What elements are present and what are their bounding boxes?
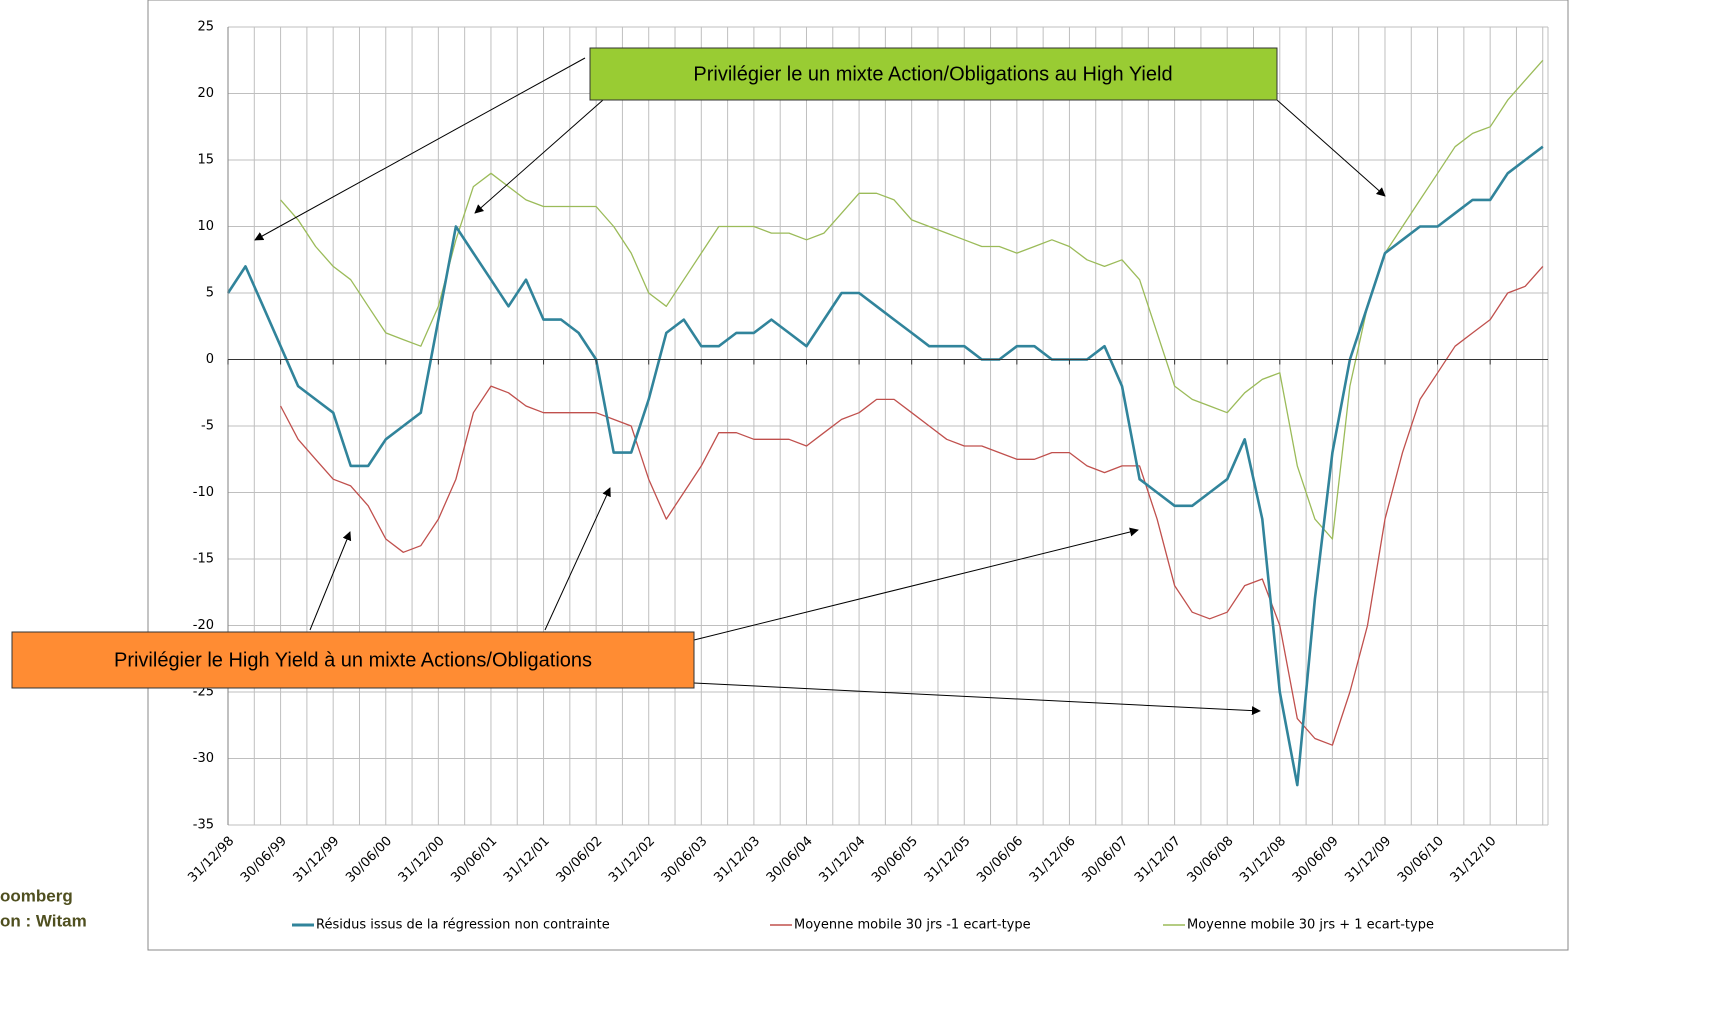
annotation: Privilégier le un mixte Action/Obligatio… xyxy=(693,63,1172,85)
legend-label: Moyenne mobile 30 jrs -1 ecart-type xyxy=(794,918,1031,933)
arrow xyxy=(254,57,586,241)
arrow xyxy=(474,99,604,214)
annotations: Privilégier le un mixte Action/Obligatio… xyxy=(11,47,1386,716)
y-tick-label: -10 xyxy=(193,485,214,500)
y-tick-label: 20 xyxy=(197,86,214,101)
arrow xyxy=(544,487,611,631)
annotation-box xyxy=(11,631,695,689)
y-tick-label: -30 xyxy=(193,751,214,766)
legend-label: Moyenne mobile 30 jrs + 1 ecart-type xyxy=(1187,918,1434,933)
arrow xyxy=(309,531,352,631)
annotation: Privilégier le High Yield à un mixte Act… xyxy=(114,649,592,671)
legend-label: Résidus issus de la régression non contr… xyxy=(316,918,610,933)
y-tick-label: -35 xyxy=(193,818,214,833)
y-tick-label: 5 xyxy=(206,286,214,301)
y-tick-label: -20 xyxy=(193,618,214,633)
arrow xyxy=(693,682,1261,716)
line-series xyxy=(280,59,1544,540)
y-tick-label: -5 xyxy=(201,419,214,434)
arrow xyxy=(1276,99,1386,197)
y-tick-label: -15 xyxy=(193,552,214,567)
plot xyxy=(226,59,1544,787)
y-tick-label: 0 xyxy=(206,352,214,367)
line-series xyxy=(226,145,1544,787)
legend: Résidus issus de la régression non contr… xyxy=(292,918,1434,933)
arrow xyxy=(693,527,1139,641)
grid xyxy=(227,26,1549,826)
line-series xyxy=(280,265,1544,746)
chart-frame xyxy=(147,0,1569,951)
y-tick-label: 15 xyxy=(197,153,214,168)
annotation-box xyxy=(589,47,1278,101)
y-tick-label: 10 xyxy=(197,219,214,234)
y-tick-label: 25 xyxy=(197,20,214,35)
source-note: oomberg xyxy=(0,886,73,905)
source-note: on : Witam xyxy=(0,911,87,930)
